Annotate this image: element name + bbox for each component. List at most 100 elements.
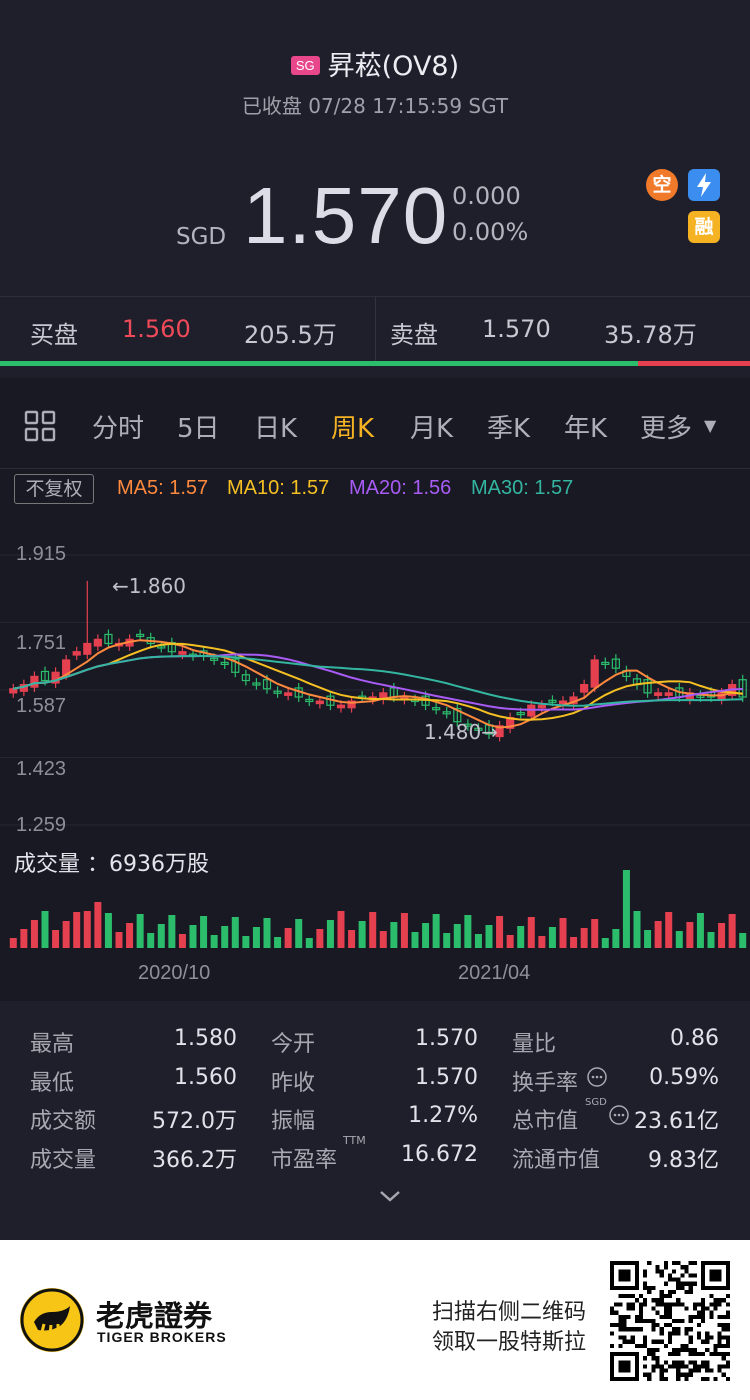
- candle-body: [495, 725, 504, 738]
- high-marker: ←1.860: [112, 574, 187, 598]
- tab-monthly[interactable]: 月K: [410, 414, 454, 444]
- stats-panel: [0, 1001, 750, 1227]
- lightning-icon[interactable]: [688, 169, 720, 201]
- ma5-label: MA5: 1.57: [117, 477, 209, 499]
- volume-bar: [665, 912, 673, 948]
- low-marker: 1.480→: [424, 720, 499, 744]
- candle-body: [252, 682, 261, 686]
- tab-weekly[interactable]: 周K: [331, 414, 375, 444]
- volume-bar: [432, 914, 440, 948]
- volume-bar: [104, 913, 112, 948]
- ma30-label: MA30: 1.57: [471, 477, 574, 499]
- volume-bar: [200, 916, 208, 948]
- candle-body: [262, 679, 272, 690]
- candle-body: [580, 684, 589, 693]
- volume-bar: [559, 918, 567, 948]
- volume-bar: [622, 870, 630, 948]
- price-change: 0.000: [452, 182, 521, 210]
- expand-chevron-icon[interactable]: [378, 1188, 402, 1212]
- candle-body: [654, 692, 663, 696]
- stat-value: 1.570: [415, 1026, 478, 1051]
- chevron-down-icon[interactable]: ▼: [704, 416, 717, 435]
- candle-body: [590, 659, 599, 688]
- last-price: 1.570: [243, 171, 449, 260]
- x-tick-1: 2020/10: [138, 962, 211, 984]
- bid-label: 买盘: [30, 321, 78, 349]
- stat-value: 366.2万: [152, 1147, 237, 1173]
- volume-bar: [696, 913, 704, 948]
- volume-chart[interactable]: [0, 870, 750, 950]
- y-tick-4: 1.423: [16, 758, 67, 780]
- volume-bar: [189, 925, 197, 948]
- volume-bar: [453, 924, 461, 948]
- tab-daily[interactable]: 日K: [254, 414, 298, 444]
- y-tick-3: 1.587: [16, 695, 67, 717]
- volume-bar: [147, 933, 155, 948]
- volume-bar: [326, 920, 334, 948]
- tab-more[interactable]: 更多: [640, 414, 693, 444]
- volume-bar: [83, 911, 91, 948]
- stat-label: 总市值: [512, 1109, 579, 1134]
- short-sell-icon[interactable]: 空: [646, 169, 678, 201]
- ma30-line: [13, 655, 743, 707]
- volume-bar: [675, 931, 683, 948]
- candle-body: [9, 688, 18, 694]
- y-tick-2: 1.751: [16, 632, 67, 654]
- candle-body: [453, 707, 462, 723]
- tab-yearly[interactable]: 年K: [564, 414, 608, 444]
- tab-intraday[interactable]: 分时: [92, 414, 145, 444]
- volume-bar: [305, 938, 313, 948]
- tab-5day[interactable]: 5日: [177, 414, 220, 444]
- candle-body: [305, 698, 314, 703]
- candle-body: [178, 651, 187, 655]
- candle-body: [210, 657, 219, 661]
- candle-body: [664, 692, 673, 696]
- promo-text-1: 扫描右侧二维码: [432, 1300, 587, 1325]
- volume-bar: [739, 933, 747, 948]
- candle-body: [474, 727, 483, 731]
- volume-bar: [369, 912, 377, 948]
- volume-bar: [527, 917, 535, 948]
- info-icon[interactable]: [586, 1066, 608, 1088]
- ask-ratio-bar: [638, 361, 750, 366]
- y-tick-1: 1.915: [16, 543, 67, 565]
- volume-bar: [485, 925, 493, 948]
- volume-bar: [422, 923, 430, 948]
- stat-value: 23.61亿: [634, 1109, 719, 1134]
- candle-body: [516, 712, 525, 716]
- info-icon[interactable]: [608, 1104, 630, 1126]
- volume-bar: [496, 916, 504, 948]
- stat-label: 成交额: [30, 1109, 97, 1134]
- volume-bar: [633, 911, 641, 948]
- volume-bar: [654, 921, 662, 948]
- volume-bar: [263, 918, 271, 948]
- candle-body: [104, 633, 113, 645]
- volume-bar: [358, 921, 366, 948]
- volume-bar: [73, 912, 81, 948]
- adjust-toggle[interactable]: 不复权: [14, 474, 94, 504]
- volume-bar: [52, 930, 60, 948]
- volume-bar: [9, 938, 17, 948]
- volume-bar: [474, 934, 482, 948]
- bid-volume: 205.5万: [244, 321, 337, 349]
- candlestick-chart[interactable]: [0, 530, 750, 850]
- margin-icon[interactable]: 融: [688, 211, 720, 243]
- volume-bar: [168, 915, 176, 948]
- ma20-label: MA20: 1.56: [349, 477, 452, 499]
- candle-body: [220, 661, 229, 666]
- bid-price: 1.560: [122, 315, 191, 343]
- qr-code[interactable]: [610, 1261, 730, 1381]
- currency-label: SGD: [176, 224, 227, 250]
- tab-quarterly[interactable]: 季K: [487, 414, 531, 444]
- candle-body: [40, 670, 50, 682]
- volume-bar: [548, 927, 556, 948]
- volume-bar: [400, 913, 408, 948]
- volume-bar: [62, 921, 70, 948]
- volume-bar: [570, 937, 578, 948]
- candle-body: [537, 704, 546, 709]
- grid-icon[interactable]: [24, 410, 56, 442]
- volume-bar: [157, 924, 165, 948]
- volume-bar: [136, 914, 144, 948]
- candle-body: [611, 658, 620, 669]
- stat-label: 振幅: [271, 1109, 316, 1134]
